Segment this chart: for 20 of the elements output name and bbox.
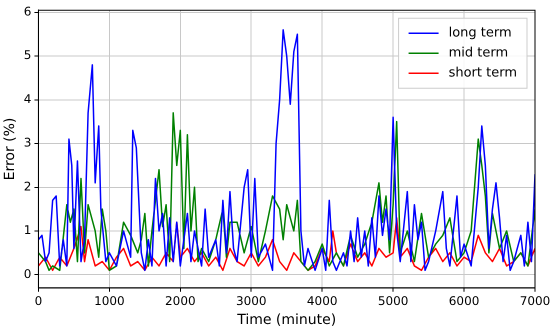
x-tick-label: 5000 [378, 294, 408, 308]
legend-label: short term [448, 66, 518, 81]
y-axis-title: Error (%) [2, 118, 18, 180]
legend-label: mid term [448, 46, 508, 61]
x-tick-label: 3000 [236, 294, 267, 308]
x-tick-label: 4000 [306, 294, 338, 308]
y-tick-label: 4 [24, 92, 32, 106]
x-tick-label: 7000 [520, 294, 550, 308]
x-tick-label: 6000 [448, 294, 480, 308]
y-tick-label: 6 [24, 4, 32, 19]
x-tick-label: 1000 [94, 294, 125, 308]
x-tick-label: 0 [34, 294, 42, 308]
y-tick-label: 2 [24, 179, 32, 194]
x-axis-title: Time (minute) [236, 312, 336, 328]
legend-label: long term [448, 26, 512, 41]
y-tick-label: 1 [24, 223, 32, 238]
y-tick-label: 0 [24, 266, 32, 281]
y-tick-label: 5 [24, 48, 32, 62]
x-tick-label: 2000 [165, 294, 196, 308]
y-tick-label: 3 [24, 136, 32, 150]
